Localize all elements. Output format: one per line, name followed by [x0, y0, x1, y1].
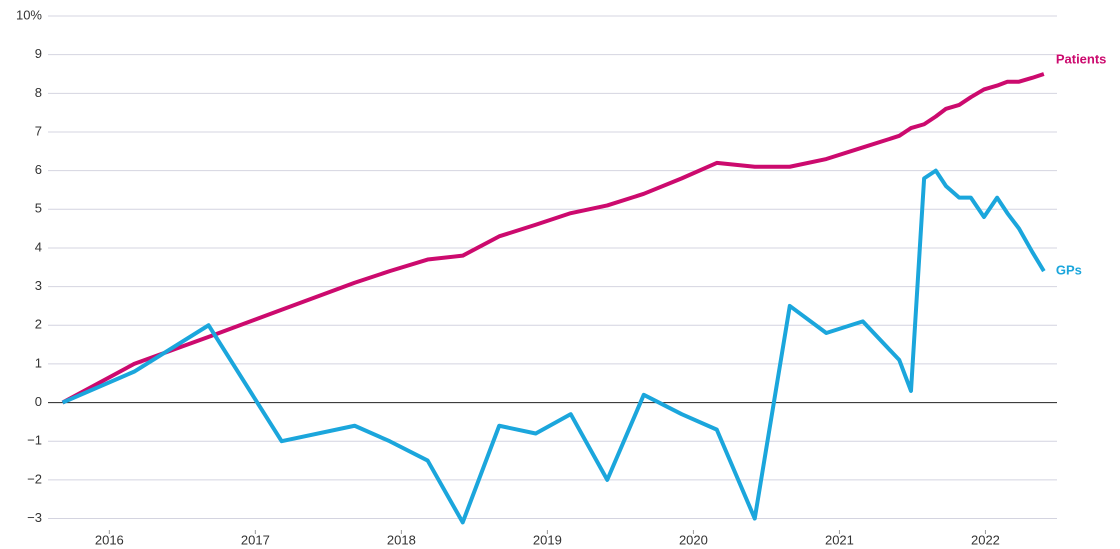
series-line — [61, 168, 1046, 525]
x-tick-label: 2017 — [241, 532, 270, 547]
y-tick-label: 5 — [35, 201, 42, 216]
y-tick-label: 6 — [35, 162, 42, 177]
y-tick-label: 10% — [16, 7, 42, 22]
series-line — [61, 72, 1045, 405]
y-tick-label: −1 — [27, 433, 42, 448]
y-tick-label: 3 — [35, 278, 42, 293]
y-tick-label: 9 — [35, 46, 42, 61]
y-tick-label: 0 — [35, 394, 42, 409]
series-label: GPs — [1056, 263, 1082, 278]
x-tick-label: 2021 — [825, 532, 854, 547]
y-tick-label: 7 — [35, 123, 42, 138]
x-tick-label: 2018 — [387, 532, 416, 547]
y-tick-label: 2 — [35, 317, 42, 332]
y-tick-label: −3 — [27, 510, 42, 525]
x-tick-label: 2020 — [679, 532, 708, 547]
y-tick-label: 4 — [35, 239, 42, 254]
series-label: Patients — [1056, 51, 1107, 66]
x-tick-label: 2019 — [533, 532, 562, 547]
x-tick-label: 2022 — [971, 532, 1000, 547]
y-tick-label: 8 — [35, 85, 42, 100]
x-tick-label: 2016 — [95, 532, 124, 547]
y-tick-label: 1 — [35, 355, 42, 370]
y-tick-label: −2 — [27, 471, 42, 486]
